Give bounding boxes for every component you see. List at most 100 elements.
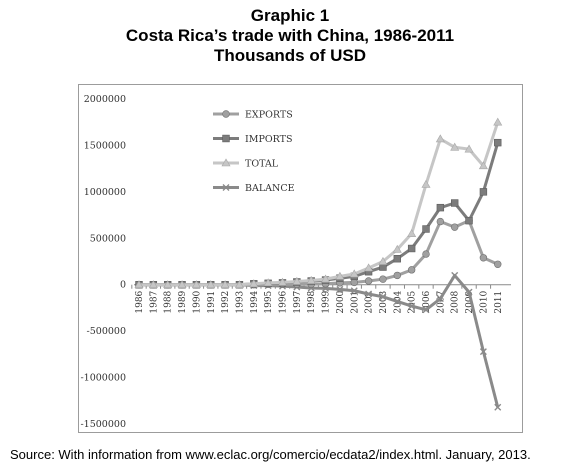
data-point-imports [436, 203, 445, 212]
legend-marker-balance [222, 184, 230, 191]
y-tick-label: 1500000 [84, 140, 126, 151]
series-line-imports [139, 142, 500, 287]
data-point-exports [364, 277, 373, 285]
data-point-total [493, 117, 503, 126]
data-point-balance [494, 403, 502, 411]
x-tick-label: 1993 [235, 290, 245, 313]
x-tick-label: 2008 [451, 290, 461, 313]
legend-marker-total [221, 158, 231, 167]
data-point-total [220, 280, 230, 289]
x-tick-label: 2000 [336, 290, 346, 313]
chart-title-block: Graphic 1 Costa Rica’s trade with China,… [0, 6, 580, 66]
data-point-balance [436, 295, 444, 303]
y-tick-label: -500000 [87, 326, 126, 337]
data-point-imports [422, 225, 430, 233]
chart-subtitle: Costa Rica’s trade with China, 1986-2011 [125, 26, 455, 45]
data-point-imports [465, 216, 473, 225]
x-tick-label: 2003 [379, 290, 389, 313]
x-tick-label: 2011 [494, 291, 504, 314]
data-point-balance [336, 285, 344, 293]
x-tick-label: 1988 [164, 290, 174, 313]
legend-label-total: TOTAL [245, 159, 279, 170]
data-point-balance [465, 288, 473, 296]
x-tick-label: 1998 [307, 290, 317, 313]
data-point-total [321, 274, 331, 283]
data-point-exports [393, 271, 401, 280]
data-point-total [177, 280, 187, 289]
x-tick-label: 2006 [422, 290, 432, 313]
x-tick-label: 1996 [279, 290, 289, 313]
line-chart: 2000000 1500000 1000000 500000 0 -500000 -1000… [80, 94, 511, 430]
y-tick-label: -1000000 [80, 373, 126, 384]
x-tick-label: 1986 [135, 290, 145, 313]
data-point-exports [379, 275, 387, 283]
data-point-total [163, 280, 173, 289]
data-point-balance [393, 297, 401, 305]
data-point-total [234, 280, 244, 289]
data-point-exports [436, 217, 445, 226]
data-point-total [249, 279, 259, 288]
y-tick-label: 0 [120, 280, 126, 291]
x-tick-label: 1987 [149, 290, 159, 313]
data-point-total [435, 134, 445, 143]
x-tick-label: 2001 [350, 291, 360, 314]
x-tick-label: 1990 [192, 290, 202, 313]
legend-label-imports: IMPORTS [245, 134, 293, 145]
x-tick-label: 1994 [250, 290, 260, 313]
legend-label-exports: EXPORTS [245, 110, 293, 121]
data-point-imports [450, 199, 459, 207]
x-tick-label: 1989 [178, 290, 188, 313]
legend-label-balance: BALANCE [245, 183, 295, 194]
data-point-exports [422, 250, 430, 258]
data-point-balance [422, 306, 430, 314]
x-tick-label: 2002 [365, 291, 375, 314]
x-tick-label: 2005 [408, 290, 418, 313]
data-point-total [407, 229, 417, 237]
data-point-total [263, 278, 273, 287]
x-tick-label: 1992 [221, 291, 231, 314]
legend-marker-exports [222, 110, 230, 118]
x-tick-label: 1991 [207, 291, 217, 314]
data-point-balance [350, 287, 358, 295]
data-point-total [191, 280, 201, 289]
data-point-total [478, 161, 488, 170]
data-point-imports [393, 255, 401, 263]
chart-title: Graphic 1 [250, 6, 330, 25]
chart-units: Thousands of USD [213, 46, 367, 65]
x-tick-label: 1999 [322, 290, 332, 313]
legend-marker-imports [222, 134, 230, 143]
chart-area: 2000000 1500000 1000000 500000 0 -500000 -1000… [78, 84, 523, 433]
data-point-balance [365, 290, 373, 298]
data-point-exports [407, 266, 416, 274]
data-point-total [134, 280, 144, 289]
data-point-total [148, 280, 158, 289]
data-point-total [450, 142, 460, 151]
data-point-total [349, 269, 359, 278]
x-tick-label: 1995 [264, 290, 274, 313]
y-tick-label: -1500000 [80, 419, 126, 430]
data-point-total [206, 280, 216, 289]
data-point-balance [479, 348, 487, 356]
data-point-imports [407, 244, 416, 253]
data-point-exports [479, 254, 488, 262]
data-point-total [421, 179, 431, 188]
data-point-total [335, 271, 345, 280]
y-tick-label: 1000000 [84, 187, 126, 198]
x-tick-label: 2007 [436, 290, 446, 313]
y-tick-label: 500000 [90, 233, 126, 244]
data-point-balance [379, 293, 387, 301]
series-line-exports [139, 219, 499, 287]
data-point-total [464, 144, 474, 153]
data-point-total [306, 275, 316, 284]
data-point-balance [451, 271, 459, 279]
x-tick-label: 2010 [479, 290, 489, 313]
y-tick-label: 2000000 [84, 94, 126, 105]
data-point-total [364, 263, 374, 272]
data-point-total [277, 277, 288, 286]
data-point-total [378, 256, 388, 265]
data-point-exports [451, 223, 459, 231]
data-point-total [292, 276, 302, 285]
data-point-balance [408, 302, 416, 310]
source-note: Source: With information from www.eclac.… [10, 447, 531, 462]
data-point-total [392, 244, 402, 253]
